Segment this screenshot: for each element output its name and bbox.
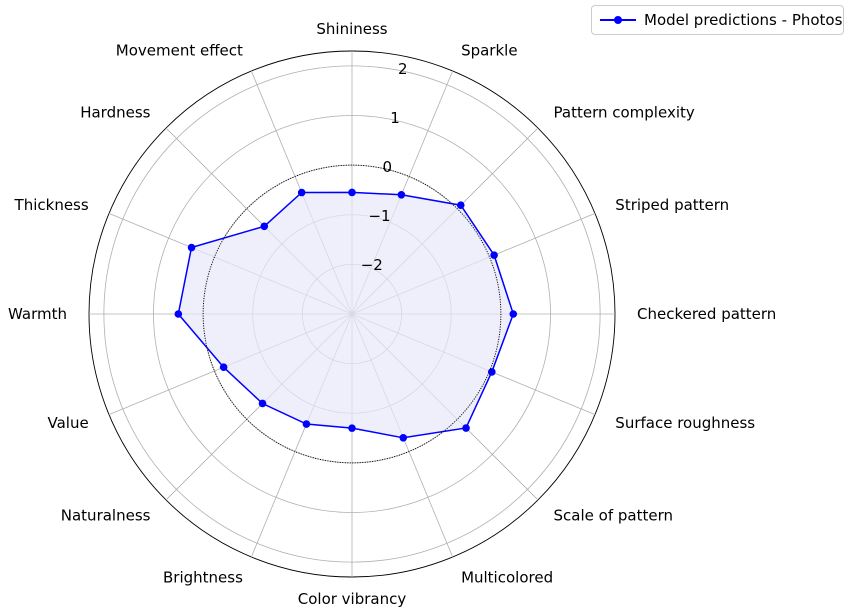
- series-area: [174, 164, 518, 464]
- category-label-3: Striped pattern: [615, 196, 729, 214]
- data-point-6: [462, 424, 470, 432]
- series-fill-0: [178, 192, 514, 438]
- data-point-8: [348, 424, 356, 432]
- data-point-1: [397, 191, 406, 199]
- category-label-4: Checkered pattern: [637, 305, 776, 323]
- rtick-label-3: 1: [390, 109, 400, 127]
- category-label-2: Pattern complexity: [554, 103, 695, 121]
- data-point-12: [174, 310, 183, 318]
- data-point-3: [490, 251, 498, 259]
- category-label-7: Multicolored: [461, 568, 553, 586]
- data-point-13: [187, 243, 196, 252]
- legend-dot: [614, 16, 622, 24]
- category-label-8: Color vibrancy: [298, 590, 407, 608]
- category-label-13: Thickness: [14, 196, 89, 214]
- category-labels: Shininess Sparkle Pattern complexity Stripe…: [8, 20, 776, 608]
- category-label-10: Naturalness: [61, 507, 151, 525]
- data-point-4: [509, 310, 518, 318]
- legend: Model predictions - Photos: [591, 5, 844, 35]
- rtick-label-2: 0: [383, 158, 393, 176]
- data-point-0: [348, 188, 356, 197]
- legend-label: Model predictions - Photos: [644, 11, 843, 29]
- data-point-15: [297, 188, 306, 197]
- rtick-label-1: −1: [368, 207, 390, 225]
- data-point-9: [302, 420, 311, 428]
- data-point-5: [488, 368, 496, 376]
- category-label-0: Shininess: [316, 20, 387, 38]
- zero-ring: [202, 164, 502, 464]
- data-point-2: [456, 201, 465, 210]
- data-point-11: [219, 363, 228, 371]
- data-point-14: [260, 222, 269, 231]
- category-label-6: Scale of pattern: [554, 507, 673, 525]
- category-label-14: Hardness: [80, 103, 150, 121]
- rtick-label-0: −2: [361, 256, 383, 274]
- category-label-9: Brightness: [163, 568, 243, 586]
- category-label-15: Movement effect: [116, 42, 243, 60]
- data-point-10: [258, 399, 267, 408]
- legend-marker: [600, 13, 636, 27]
- rtick-label-4: 2: [398, 60, 408, 78]
- radial-tick-labels: −2 −1 0 1 2: [361, 60, 408, 274]
- category-label-12: Warmth: [8, 305, 67, 323]
- data-point-7: [399, 433, 408, 442]
- category-label-11: Value: [47, 414, 88, 432]
- category-label-5: Surface roughness: [615, 414, 755, 432]
- category-label-1: Sparkle: [461, 42, 517, 60]
